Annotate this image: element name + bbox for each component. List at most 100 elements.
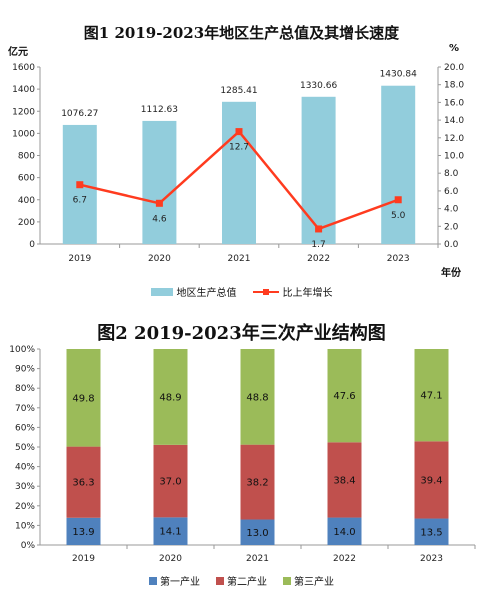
chart1-left-tick-label: 600 [18, 174, 35, 184]
chart2-y-tick-label: 30% [15, 482, 35, 492]
chart2-title: 图2 2019-2023年三次产业结构图 [97, 323, 386, 344]
industry-segment-label: 38.4 [333, 475, 355, 486]
growth-point [235, 128, 243, 136]
chart1-right-tick-label: 4.0 [444, 205, 459, 215]
chart1-left-tick-label: 200 [18, 218, 35, 228]
chart2-x-tick-label: 2019 [72, 554, 95, 564]
chart2-y-tick-label: 100% [9, 345, 35, 355]
industry-segment-label: 38.2 [246, 478, 268, 489]
chart1-left-tick-label: 400 [18, 196, 35, 206]
chart1-right-tick-label: 20.0 [444, 63, 464, 73]
legend-swatch-tertiary [283, 576, 291, 585]
chart1-x-unit: 年份 [441, 268, 461, 279]
chart2-y-tick-label: 80% [15, 384, 35, 394]
chart1-left-tick-label: 1600 [12, 63, 35, 73]
chart2-y-tick-label: 20% [15, 502, 35, 512]
industry-segment-label: 48.8 [246, 392, 268, 403]
industry-bar-segment [66, 349, 101, 447]
growth-label: 12.7 [229, 143, 249, 153]
chart2-x-tick-label: 2023 [420, 554, 443, 564]
growth-point [315, 225, 323, 233]
industry-bar-segment [153, 444, 188, 518]
industry-bar-segment [327, 349, 362, 443]
chart2-legend: 第一产业 第二产业 第三产业 [0, 573, 483, 588]
chart1-left-tick-label: 800 [18, 152, 35, 162]
legend-swatch-secondary [216, 576, 224, 585]
growth-label: 6.7 [73, 196, 87, 206]
chart1-x-tick-label: 2019 [68, 254, 91, 264]
chart2-x-tick-label: 2022 [333, 554, 356, 564]
chart1-legend: 地区生产总值 比上年增长 [0, 284, 483, 299]
legend-item-primary: 第一产业 [149, 573, 200, 588]
chart2-y-tick-label: 10% [15, 521, 35, 531]
industry-bar-segment [66, 446, 101, 518]
industry-segment-label: 47.6 [333, 391, 355, 402]
growth-label: 4.6 [152, 214, 167, 224]
industry-segment-label: 36.3 [72, 478, 94, 489]
industry-bar-segment [414, 518, 449, 545]
industry-segment-label: 14.0 [333, 527, 355, 538]
chart1-x-tick-label: 2023 [387, 254, 410, 264]
industry-bar-segment [153, 349, 188, 445]
legend-item-secondary: 第二产业 [216, 573, 267, 588]
gdp-bar-label: 1285.41 [220, 86, 257, 96]
legend-label-gdp: 地区生产总值 [176, 288, 237, 299]
industry-bar-segment [414, 441, 449, 519]
industry-bar-segment [327, 442, 362, 518]
chart2-y-tick-label: 90% [15, 365, 35, 375]
chart1-left-tick-label: 1000 [12, 129, 35, 139]
chart1-right-unit: % [449, 43, 460, 54]
legend-label-growth: 比上年增长 [282, 288, 333, 299]
chart2-plot: 0% 10% 20% 30% 40% 50% 60% 70% 80% 90% 100% 13.9 36.… [9, 345, 476, 564]
chart2-y-tick-label: 50% [15, 443, 35, 453]
chart1-right-tick-label: 8.0 [444, 169, 459, 179]
chart1-title: 图1 2019-2023年地区生产总值及其增长速度 [83, 24, 400, 42]
chart2-y-tick-label: 60% [15, 423, 35, 433]
legend-item-gdp: 地区生产总值 [150, 284, 237, 299]
gdp-bar-label: 1430.84 [380, 70, 417, 80]
chart1-plot: 0 200 400 600 800 1000 1200 1400 1600 0.0 2.0 4.0 6.… [12, 63, 464, 264]
gdp-bar-label: 1112.63 [141, 105, 178, 115]
chart1-left-tick-label: 0 [29, 240, 35, 250]
industry-segment-label: 48.9 [159, 392, 181, 403]
industry-segment-label: 47.1 [420, 391, 442, 402]
chart1-right-tick-label: 16.0 [444, 98, 464, 108]
legend-label-secondary: 第二产业 [227, 577, 267, 588]
chart1-left-unit: 亿元 [8, 47, 28, 58]
legend-label-primary: 第一产业 [160, 577, 200, 588]
industry-segment-label: 37.0 [159, 477, 181, 488]
gdp-bar [222, 101, 256, 245]
industry-segment-label: 13.0 [246, 528, 268, 539]
chart1-right-tick-label: 14.0 [444, 116, 464, 126]
industry-segment-label: 39.4 [420, 475, 442, 486]
chart2-y-tick-label: 40% [15, 463, 35, 473]
chart2-x-tick-label: 2020 [159, 554, 182, 564]
industry-bar-segment [240, 349, 275, 445]
chart1-right-tick-label: 0.0 [444, 240, 459, 250]
chart1-right-tick-label: 2.0 [444, 222, 459, 232]
industry-bar-segment [240, 519, 275, 545]
growth-point [394, 196, 402, 204]
gdp-chart: 图1 2019-2023年地区生产总值及其增长速度 亿元 % 年份 0 200 40… [0, 24, 483, 299]
industry-bar-segment [153, 517, 188, 545]
industry-segment-label: 13.9 [72, 527, 94, 538]
growth-label: 1.7 [311, 240, 325, 250]
gdp-bar [142, 120, 177, 244]
growth-point [76, 181, 84, 189]
industry-bar-segment [240, 444, 275, 520]
chart1-left-tick-label: 1400 [12, 85, 35, 95]
industry-segment-label: 14.1 [159, 527, 181, 538]
chart1-x-tick-label: 2022 [307, 254, 330, 264]
growth-label: 5.0 [391, 211, 406, 221]
legend-swatch-gdp [150, 287, 173, 296]
industry-segment-label: 13.5 [420, 527, 442, 538]
industry-bar-segment [414, 349, 449, 442]
legend-label-tertiary: 第三产业 [294, 577, 334, 588]
chart1-right-tick-label: 6.0 [444, 187, 459, 197]
industry-bar-segment [66, 517, 101, 545]
chart1-x-tick-label: 2021 [228, 254, 251, 264]
industry-bar-segment [327, 517, 362, 545]
legend-item-tertiary: 第三产业 [283, 573, 334, 588]
industry-segment-label: 49.8 [72, 393, 94, 404]
chart1-left-tick-label: 1200 [12, 107, 35, 117]
